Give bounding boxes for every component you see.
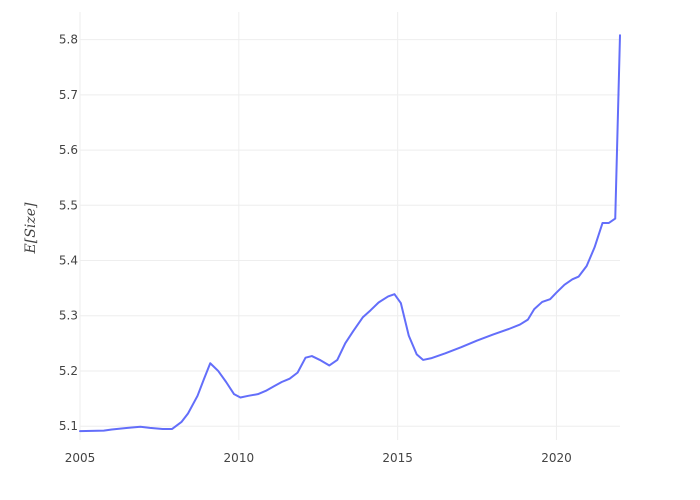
x-tick-label: 2020 (541, 451, 572, 465)
x-tick-label: 2015 (382, 451, 413, 465)
y-tick-label: 5.8 (59, 33, 78, 47)
y-tick-label: 5.5 (59, 198, 78, 212)
series-layer (79, 34, 621, 433)
y-tick-label: 5.1 (59, 419, 78, 433)
y-tick-label: 5.3 (59, 309, 78, 323)
x-tick-label: 2010 (224, 451, 255, 465)
y-axis-title: E[Size] (23, 202, 39, 254)
grid (79, 12, 620, 440)
y-tick-label: 5.4 (59, 254, 78, 268)
x-axis: 2005 2010 2015 2020 (65, 451, 572, 465)
y-tick-label: 5.6 (59, 143, 78, 157)
y-tick-label: 5.7 (59, 88, 78, 102)
y-tick-label: 5.2 (59, 364, 78, 378)
series-line (79, 34, 621, 433)
y-axis: 5.1 5.2 5.3 5.4 5.5 5.6 5.7 5.8 (59, 33, 78, 434)
x-tick-label: 2005 (65, 451, 96, 465)
